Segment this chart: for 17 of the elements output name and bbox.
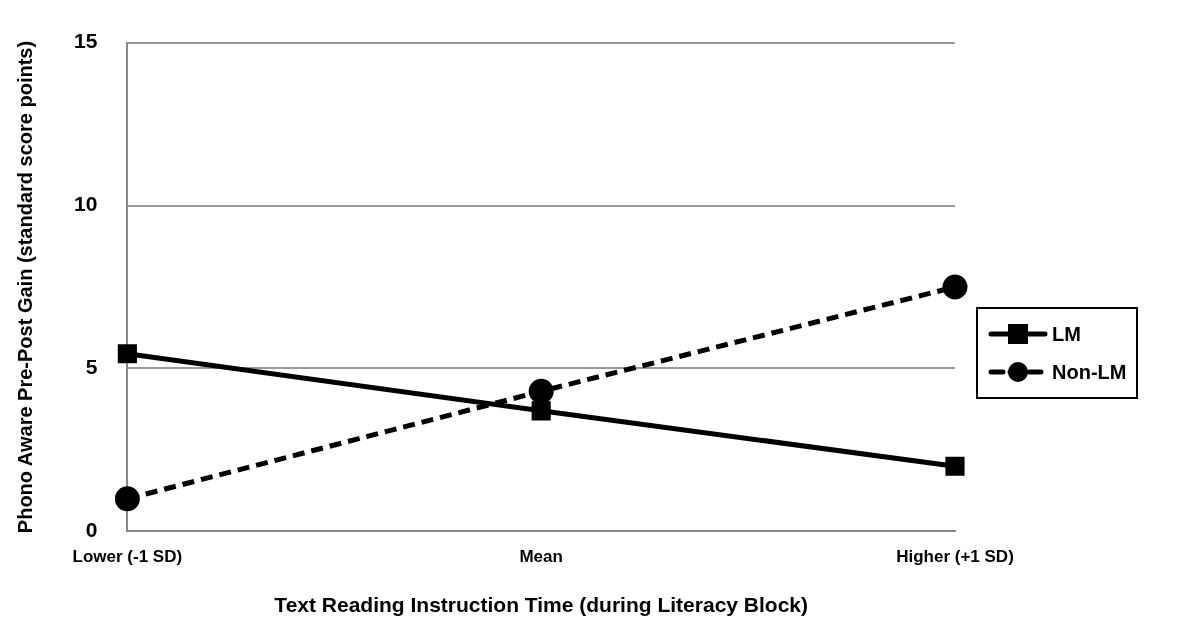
point [531, 401, 551, 421]
y-tick-label: 15 [74, 29, 98, 53]
legend-label: Non-LM [1052, 360, 1127, 384]
y-tick-label: 5 [85, 355, 98, 379]
point [117, 344, 137, 364]
x-tick-label: Mean [519, 547, 563, 567]
point [942, 274, 968, 300]
y-tick-label: 10 [74, 192, 98, 216]
point [945, 456, 965, 476]
y-axis-title: Phono Aware Pre-Post Gain (standard score points) [13, 40, 36, 534]
legend-label: LM [1052, 322, 1081, 346]
x-axis-title: Text Reading Instruction Time (during Literacy Block) [274, 593, 808, 617]
point [528, 378, 554, 404]
x-tick-label: Higher (+1 SD) [896, 547, 1014, 567]
x-tick-label: Lower (-1 SD) [72, 547, 183, 567]
y-tick-label: 0 [85, 518, 98, 542]
point [114, 486, 140, 512]
